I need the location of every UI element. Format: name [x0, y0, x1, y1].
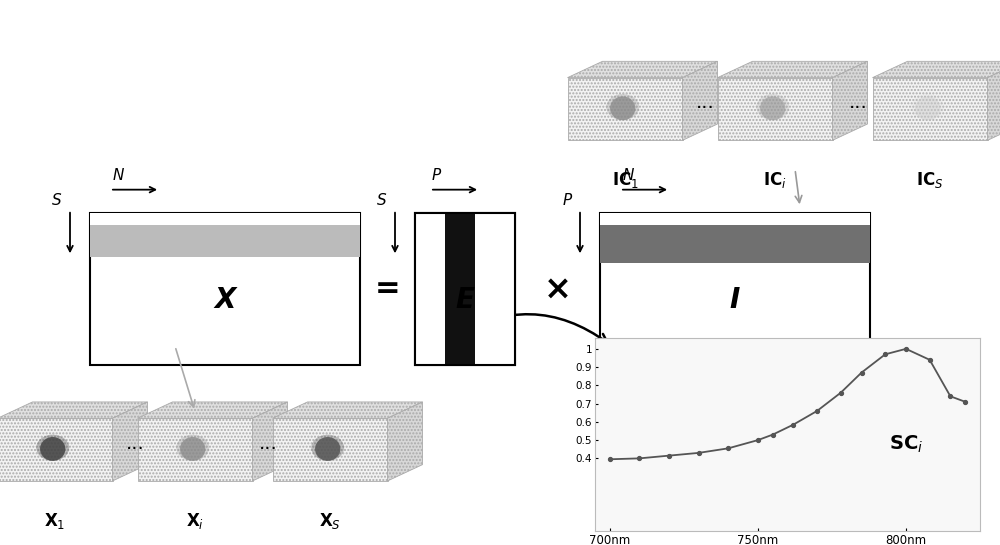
- Text: $\mathbf{X}_{i}$: $\mathbf{X}_{i}$: [186, 511, 204, 531]
- Polygon shape: [388, 402, 422, 481]
- Polygon shape: [872, 77, 988, 140]
- Text: $\mathbf{X}_{S}$: $\mathbf{X}_{S}$: [319, 511, 341, 531]
- Text: $\mathbf{IC}_{1}$: $\mathbf{IC}_{1}$: [612, 170, 638, 190]
- Ellipse shape: [606, 94, 639, 120]
- Text: X: X: [214, 286, 236, 314]
- Bar: [600, 225, 870, 263]
- Polygon shape: [138, 419, 252, 481]
- Text: =: =: [375, 274, 400, 304]
- Text: P: P: [432, 167, 441, 183]
- Text: ×: ×: [544, 272, 572, 305]
- Ellipse shape: [311, 435, 344, 461]
- Bar: [600, 213, 870, 225]
- Text: E: E: [455, 286, 474, 314]
- Ellipse shape: [911, 94, 944, 120]
- Ellipse shape: [756, 94, 789, 120]
- Ellipse shape: [315, 437, 340, 461]
- Polygon shape: [272, 402, 422, 419]
- Bar: [600, 213, 870, 365]
- Polygon shape: [0, 402, 148, 419]
- Bar: [475, 213, 515, 365]
- Ellipse shape: [40, 437, 65, 461]
- Bar: [90, 213, 360, 225]
- Text: I: I: [730, 286, 740, 314]
- Text: $\mathbf{IC}_{i}$: $\mathbf{IC}_{i}$: [763, 170, 787, 190]
- Polygon shape: [0, 419, 112, 481]
- Bar: [445, 213, 475, 365]
- Bar: [90, 225, 360, 257]
- Polygon shape: [872, 61, 1000, 77]
- Ellipse shape: [36, 435, 69, 461]
- Polygon shape: [682, 61, 718, 140]
- Polygon shape: [718, 77, 832, 140]
- Ellipse shape: [176, 435, 209, 461]
- Bar: [415, 213, 515, 365]
- Polygon shape: [718, 61, 868, 77]
- Text: S: S: [52, 193, 62, 208]
- Bar: [90, 213, 360, 365]
- Polygon shape: [138, 402, 288, 419]
- Text: P: P: [563, 193, 572, 208]
- Bar: [415, 213, 515, 365]
- Ellipse shape: [180, 437, 205, 461]
- Text: S: S: [377, 193, 387, 208]
- Polygon shape: [252, 402, 288, 481]
- Polygon shape: [568, 77, 682, 140]
- Text: $\mathbf{IC}_{S}$: $\mathbf{IC}_{S}$: [916, 170, 944, 190]
- Polygon shape: [988, 61, 1000, 140]
- Ellipse shape: [610, 96, 635, 120]
- Ellipse shape: [760, 96, 785, 120]
- Polygon shape: [272, 419, 388, 481]
- Text: N: N: [623, 167, 634, 183]
- Text: ···: ···: [259, 440, 277, 459]
- Ellipse shape: [915, 96, 940, 120]
- Bar: [415, 213, 445, 365]
- Text: ···: ···: [849, 100, 867, 118]
- Polygon shape: [112, 402, 148, 481]
- Text: $\mathbf{X}_{1}$: $\mathbf{X}_{1}$: [44, 511, 66, 531]
- Text: N: N: [113, 167, 124, 183]
- Polygon shape: [832, 61, 868, 140]
- Text: ···: ···: [126, 440, 144, 459]
- Text: ···: ···: [696, 100, 714, 118]
- Polygon shape: [568, 61, 718, 77]
